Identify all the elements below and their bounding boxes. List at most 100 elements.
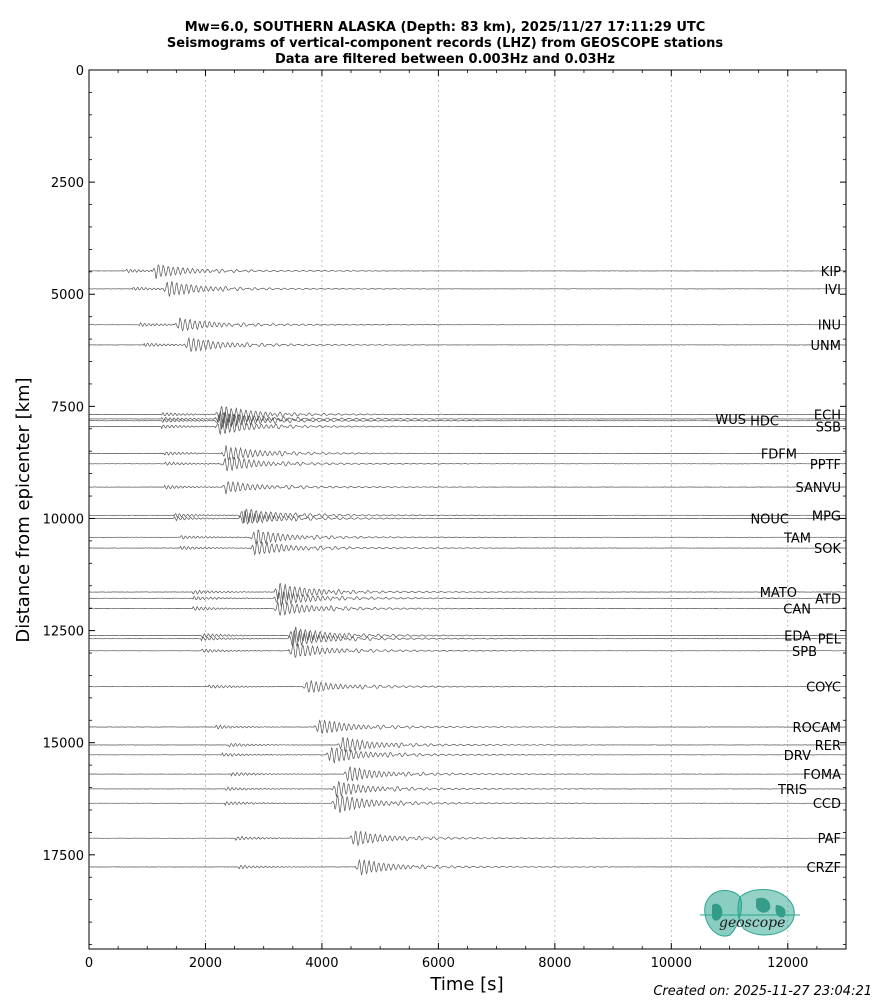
station-label-ivi: IVI: [824, 283, 841, 298]
trace-line: [88, 264, 846, 279]
station-trace-crzf: [88, 858, 846, 876]
station-label-nouc: NOUC: [750, 512, 789, 527]
station-label-sanvu: SANVU: [795, 481, 841, 496]
station-trace-inu: [89, 317, 846, 332]
station-label-can: CAN: [783, 603, 811, 618]
created-on-timestamp: Created on: 2025-11-27 23:04:21: [653, 984, 872, 999]
station-trace-hdc: [88, 412, 846, 430]
station-trace-unm: [88, 337, 846, 353]
chart-title-line-1: Mw=6.0, SOUTHERN ALASKA (Depth: 83 km), …: [185, 20, 706, 35]
station-label-ssb: SSB: [816, 421, 841, 436]
trace-line: [88, 405, 846, 424]
station-label-drv: DRV: [784, 749, 811, 764]
station-label-tam: TAM: [783, 531, 811, 546]
trace-line: [88, 626, 846, 644]
trace-line: [88, 680, 846, 694]
station-label-rer: RER: [815, 739, 841, 754]
trace-line: [88, 508, 846, 524]
station-trace-rocam: [88, 719, 846, 734]
station-label-spb: SPB: [792, 645, 817, 660]
trace-line: [89, 445, 846, 461]
station-trace-pptf: [88, 456, 846, 472]
station-trace-foma: [88, 766, 846, 782]
station-trace-ccd: [88, 794, 846, 813]
station-trace-spb: [88, 642, 846, 658]
station-label-hdc: HDC: [750, 415, 779, 430]
plot-area: KIP IVI INU UNM ECH WUS HDC SSB FDFM PPTF SANVU MPG…: [43, 64, 847, 971]
x-tick-label: 6000: [422, 956, 455, 971]
station-trace-fdfm: [89, 445, 846, 461]
station-trace-atd: [88, 590, 846, 607]
trace-line: [88, 281, 846, 297]
station-label-ccd: CCD: [813, 797, 841, 812]
y-axis-label: Distance from epicenter [km]: [13, 377, 34, 642]
trace-line: [88, 747, 846, 764]
station-trace-tam: [88, 529, 846, 546]
trace-line: [88, 337, 846, 353]
x-axis-label: Time [s]: [429, 974, 503, 995]
chart-title-line-3: Data are filtered between 0.003Hz and 0.…: [275, 52, 615, 67]
logo-globe-left-lobe: [704, 890, 743, 937]
station-trace-kip: [88, 264, 846, 279]
station-trace-sanvu: [88, 480, 846, 495]
trace-line: [88, 858, 846, 876]
trace-line: [88, 830, 846, 847]
station-label-pptf: PPTF: [810, 458, 841, 473]
trace-line: [89, 317, 846, 332]
chart-title-line-2: Seismograms of vertical-component record…: [167, 36, 723, 51]
logo-text: geoscope: [719, 915, 785, 931]
trace-line: [88, 630, 846, 647]
station-trace-paf: [88, 830, 846, 847]
trace-line: [88, 480, 846, 495]
station-label-tris: TRIS: [777, 783, 807, 798]
x-tick-label: 12000: [767, 956, 808, 971]
station-trace-pel: [88, 630, 846, 647]
trace-line: [88, 766, 846, 782]
axis-ticks: 0 2000 4000 6000 8000 10000 12000 0 2500 5000 7500…: [43, 64, 846, 971]
y-tick-label: 10000: [43, 512, 84, 527]
station-label-wus: WUS: [715, 413, 746, 428]
x-tick-label: 2000: [189, 956, 222, 971]
station-trace-eda: [88, 626, 846, 644]
x-tick-label: 10000: [651, 956, 692, 971]
y-tick-label: 2500: [51, 176, 84, 191]
station-trace-coyc: [88, 680, 846, 694]
x-tick-label: 4000: [305, 956, 338, 971]
trace-line: [88, 540, 846, 556]
y-tick-label: 12500: [43, 625, 84, 640]
station-label-ech: ECH: [814, 408, 841, 423]
y-tick-label: 7500: [51, 400, 84, 415]
trace-line: [88, 780, 846, 797]
station-label-inu: INU: [818, 319, 841, 334]
trace-line: [88, 794, 846, 813]
station-trace-mato: [88, 583, 846, 601]
station-trace-nouc: [88, 509, 846, 525]
logo-globe-right-lobe: [737, 889, 795, 936]
station-label-rocam: ROCAM: [793, 721, 841, 736]
trace-line: [88, 736, 846, 753]
station-label-kip: KIP: [821, 265, 841, 280]
logo-continent-shapes: [712, 897, 786, 921]
trace-line: [88, 529, 846, 546]
grid-lines: [205, 70, 789, 949]
station-label-coyc: COYC: [806, 681, 841, 696]
station-trace-wus: [89, 410, 846, 428]
trace-line: [89, 418, 846, 436]
station-trace-ech: [88, 405, 846, 424]
trace-line: [88, 583, 846, 601]
station-trace-can: [89, 600, 846, 616]
station-trace-mpg: [88, 508, 846, 524]
trace-line: [89, 410, 846, 428]
plot-background: [89, 70, 846, 949]
station-trace-rer: [88, 736, 846, 753]
station-labels: KIP IVI INU UNM ECH WUS HDC SSB FDFM PPTF SANVU MPG…: [715, 265, 841, 876]
x-tick-label: 0: [85, 956, 93, 971]
y-tick-label: 17500: [43, 849, 84, 864]
trace-line: [88, 590, 846, 607]
trace-line: [88, 509, 846, 525]
station-trace-sok: [88, 540, 846, 556]
station-label-mato: MATO: [760, 586, 797, 601]
station-label-crzf: CRZF: [807, 861, 842, 876]
trace-line: [89, 600, 846, 616]
y-tick-label: 15000: [43, 737, 84, 752]
